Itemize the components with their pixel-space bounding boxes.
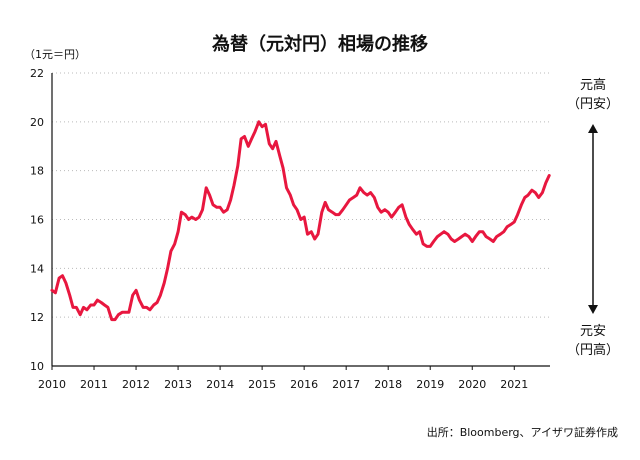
x-tick-label-2021: 2021 bbox=[500, 378, 528, 391]
series bbox=[50, 120, 551, 322]
y-tick-label-14: 14 bbox=[30, 262, 44, 275]
yuan-weak-text: 元安 bbox=[579, 324, 606, 339]
x-tick-label-2011: 2011 bbox=[80, 378, 108, 391]
arrow-up-head-icon bbox=[588, 124, 598, 133]
yuan-strong-text: 元高 bbox=[579, 78, 606, 93]
y-tick-label-18: 18 bbox=[30, 165, 44, 178]
source-note: 出所：Bloomberg、アイザワ証券作成 bbox=[426, 426, 618, 439]
x-tick-label-2017: 2017 bbox=[332, 378, 360, 391]
yuan-appreciation-label: 元高 （円安） bbox=[558, 76, 628, 114]
direction-arrow bbox=[588, 124, 598, 314]
axes bbox=[51, 73, 550, 370]
x-tick-label-2013: 2013 bbox=[164, 378, 192, 391]
y-axis-unit-label: （1元＝円） bbox=[24, 48, 86, 61]
yuan-depreciation-label: 元安 （円高） bbox=[558, 322, 628, 360]
y-tick-label-12: 12 bbox=[30, 311, 44, 324]
x-tick-label-2015: 2015 bbox=[248, 378, 276, 391]
tick-labels: 10 12 14 16 18 20 22 2010 2011 2012 2013 2014 2015 20… bbox=[30, 67, 528, 391]
x-tick-label-2020: 2020 bbox=[458, 378, 486, 391]
y-tick-label-10: 10 bbox=[30, 360, 44, 373]
x-tick-label-2018: 2018 bbox=[374, 378, 402, 391]
x-tick-label-2012: 2012 bbox=[122, 378, 150, 391]
x-tick-label-2014: 2014 bbox=[206, 378, 234, 391]
x-tick-label-2010: 2010 bbox=[38, 378, 66, 391]
y-tick-label-20: 20 bbox=[30, 116, 44, 129]
yen-strong-text: （円高） bbox=[566, 343, 619, 358]
series-line-0 bbox=[50, 120, 551, 322]
chart-title: 為替（元対円）相場の推移 bbox=[212, 34, 428, 55]
x-tick-label-2016: 2016 bbox=[290, 378, 318, 391]
yen-weak-text: （円安） bbox=[566, 97, 619, 112]
x-tick-label-2019: 2019 bbox=[416, 378, 444, 391]
gridlines bbox=[52, 72, 550, 318]
y-tick-label-22: 22 bbox=[30, 67, 44, 80]
arrow-down-head-icon bbox=[588, 305, 598, 314]
y-tick-label-16: 16 bbox=[30, 214, 44, 227]
